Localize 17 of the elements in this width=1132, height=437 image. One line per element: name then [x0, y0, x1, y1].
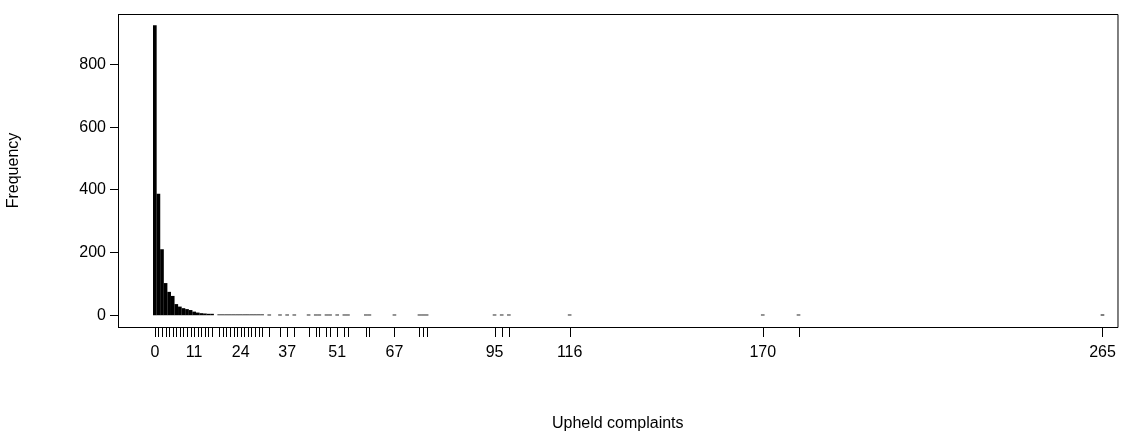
x-tick-label: 51 — [328, 343, 347, 361]
y-tick-label: 800 — [79, 54, 107, 72]
x-tick-label: 24 — [231, 343, 250, 361]
y-tick-label: 0 — [97, 305, 107, 323]
x-tick-label: 95 — [485, 343, 504, 361]
x-tick-label: 116 — [556, 343, 583, 361]
y-tick-label: 600 — [79, 117, 107, 135]
x-tick-label: 37 — [278, 343, 297, 361]
y-tick-label: 400 — [79, 180, 107, 198]
x-tick-label: 0 — [150, 343, 160, 361]
y-axis-title: Frequency — [4, 132, 22, 209]
x-tick-label: 170 — [749, 343, 777, 361]
x-tick-label: 67 — [385, 343, 404, 361]
x-tick-label: 265 — [1089, 343, 1116, 361]
y-tick-label: 200 — [79, 243, 107, 261]
x-tick-label: 11 — [185, 343, 203, 361]
x-axis-title: Upheld complaints — [551, 413, 684, 431]
